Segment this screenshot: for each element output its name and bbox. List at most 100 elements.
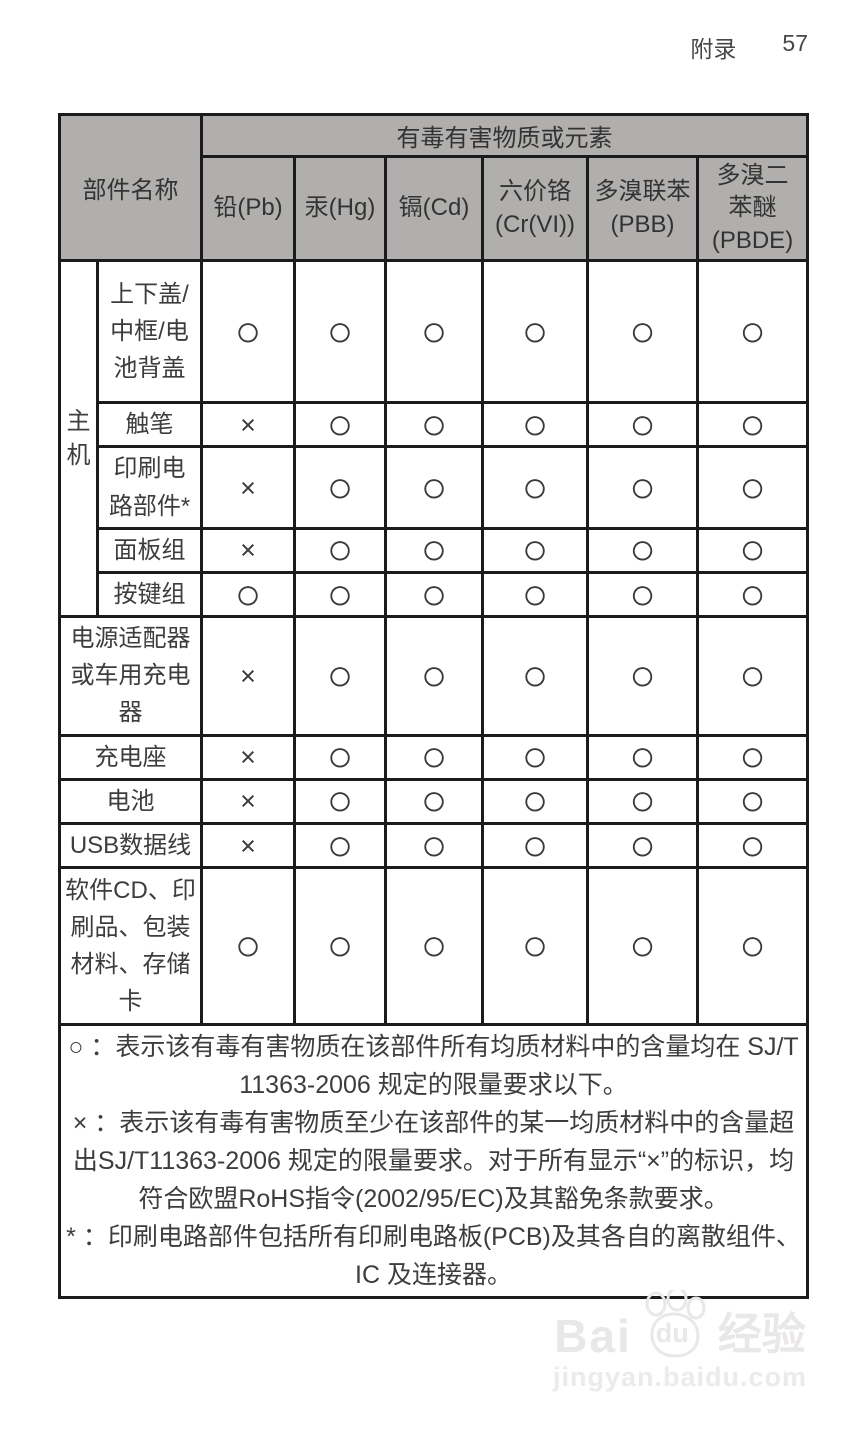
part-name-cell: 触笔 xyxy=(96,401,203,449)
substance-mark: ○ xyxy=(695,866,810,1027)
substance-mark: ○ xyxy=(586,822,699,870)
part-name-cell: USB数据线 xyxy=(58,822,203,870)
note-circle-meaning: ○ ：表示该有毒有害物质在该部件所有均质材料中的含量均在 SJ/T 11363-… xyxy=(68,1033,799,1100)
substance-mark: ○ xyxy=(695,822,810,870)
table-row: 充电座 × ○ ○ ○ ○ ○ xyxy=(58,733,810,781)
substance-mark: × xyxy=(200,445,296,530)
substance-mark: ○ xyxy=(293,615,387,737)
substance-mark: ○ xyxy=(695,777,810,826)
substance-mark: ○ xyxy=(586,526,699,574)
substance-mark: ○ xyxy=(293,445,387,530)
part-name-cell: 软件CD、印刷品、包装材料、存储卡 xyxy=(58,866,203,1027)
part-name-cell: 印刷电路部件* xyxy=(96,445,203,530)
substance-mark: ○ xyxy=(695,526,810,574)
substance-mark: ○ xyxy=(293,401,387,449)
substance-mark: ○ xyxy=(481,526,589,574)
substance-mark: ○ xyxy=(293,866,387,1027)
substance-mark: ○ xyxy=(695,570,810,619)
substance-mark: ○ xyxy=(586,259,699,405)
col-header-substances-group: 有毒有害物质或元素 xyxy=(199,113,810,158)
page-header: 附录 57 xyxy=(690,30,808,64)
substance-mark: ○ xyxy=(293,733,387,781)
table-row: 电池 × ○ ○ ○ ○ ○ xyxy=(58,777,810,826)
substance-mark: ○ xyxy=(200,866,296,1027)
substance-mark: ○ xyxy=(384,615,484,737)
part-name-cell: 充电座 xyxy=(58,733,203,781)
note-asterisk-meaning: * ：印刷电路部件包括所有印刷电路板(PCB)及其各自的离散组件、IC 及连接器… xyxy=(66,1223,801,1290)
substance-mark: ○ xyxy=(384,526,484,574)
substance-mark: ○ xyxy=(384,777,484,826)
header-row-group: 部件名称 有毒有害物质或元素 xyxy=(58,112,810,263)
substance-mark: ○ xyxy=(695,615,810,737)
substance-mark: ○ xyxy=(384,401,484,449)
substance-mark: ○ xyxy=(586,777,699,826)
watermark-url: jingyan.baidu.com xyxy=(552,1362,808,1392)
baidu-paw-icon: du xyxy=(632,1290,718,1358)
baidu-logo-text-bai: Bai xyxy=(554,1310,632,1362)
part-name-cell: 按键组 xyxy=(96,570,203,619)
legend-notes-cell: ○ ：表示该有毒有害物质在该部件所有均质材料中的含量均在 SJ/T 11363-… xyxy=(57,1023,810,1300)
substance-mark: × xyxy=(200,401,296,449)
table-row-notes: ○ ：表示该有毒有害物质在该部件所有均质材料中的含量均在 SJ/T 11363-… xyxy=(57,1023,810,1300)
rohs-substances-table: 部件名称 有毒有害物质或元素 铅(Pb) 汞(Hg) 镉(Cd) 六价铬 (Cr… xyxy=(57,112,810,1300)
substance-mark: ○ xyxy=(481,866,589,1027)
substance-mark: ○ xyxy=(200,259,296,405)
substance-mark: ○ xyxy=(695,401,810,449)
part-name-cell: 电池 xyxy=(58,777,203,826)
substance-mark: ○ xyxy=(586,733,699,781)
substance-mark: ○ xyxy=(481,777,589,826)
substance-mark: ○ xyxy=(695,259,810,405)
substance-mark: ○ xyxy=(293,526,387,574)
table-row: 主机 上下盖/中框/电池背盖 ○ ○ ○ ○ ○ ○ xyxy=(58,259,810,619)
substance-mark: ○ xyxy=(481,445,589,530)
baidu-jingyan-watermark: Bai du 经验 jingyan.baidu.com xyxy=(550,1290,810,1393)
substance-mark: × xyxy=(200,615,296,737)
substance-mark: ○ xyxy=(293,822,387,870)
main-unit-group-cell: 主机 xyxy=(58,259,99,619)
col-header-mercury: 汞(Hg) xyxy=(293,154,387,263)
baidu-logo-text-du: du xyxy=(655,1318,689,1348)
table-row: 软件CD、印刷品、包装材料、存储卡 ○ ○ ○ ○ ○ ○ xyxy=(58,866,810,1027)
col-header-pbb: 多溴联苯 (PBB) xyxy=(586,154,699,263)
substance-mark: ○ xyxy=(293,777,387,826)
substance-mark: ○ xyxy=(481,615,589,737)
substance-mark: ○ xyxy=(695,445,810,530)
substance-mark: × xyxy=(200,526,296,574)
substance-mark: ○ xyxy=(586,615,699,737)
substance-mark: × xyxy=(200,822,296,870)
substance-mark: ○ xyxy=(293,570,387,619)
substance-mark: ○ xyxy=(695,733,810,781)
substance-mark: × xyxy=(200,777,296,826)
substance-mark: ○ xyxy=(384,570,484,619)
substance-mark: ○ xyxy=(586,445,699,530)
substance-mark: ○ xyxy=(481,401,589,449)
appendix-label: 附录 xyxy=(690,36,737,62)
table-row: 按键组 ○ ○ ○ ○ ○ ○ xyxy=(60,570,810,619)
substance-mark: ○ xyxy=(200,570,296,619)
substance-mark: ○ xyxy=(384,733,484,781)
col-header-chromium: 六价铬 (Cr(VI)) xyxy=(481,154,589,263)
substance-mark: ○ xyxy=(481,822,589,870)
part-name-cell: 上下盖/中框/电池背盖 xyxy=(96,259,203,405)
substance-mark: ○ xyxy=(481,259,589,405)
table-row: 面板组 × ○ ○ ○ ○ ○ xyxy=(60,526,810,574)
substance-mark: ○ xyxy=(481,570,589,619)
substance-mark: ○ xyxy=(384,822,484,870)
substance-mark: ○ xyxy=(586,570,699,619)
substance-mark: × xyxy=(200,733,296,781)
baidu-jingyan-logo: Bai du 经验 xyxy=(550,1290,810,1362)
substance-mark: ○ xyxy=(586,866,699,1027)
substance-mark: ○ xyxy=(586,401,699,449)
substance-mark: ○ xyxy=(384,866,484,1027)
col-header-lead: 铅(Pb) xyxy=(200,154,296,263)
col-header-cadmium: 镉(Cd) xyxy=(384,154,484,263)
baidu-logo-text-jingyan: 经验 xyxy=(717,1310,806,1359)
table-row: 触笔 × ○ ○ ○ ○ ○ xyxy=(60,401,810,449)
table-row: 电源适配器或车用充电器 × ○ ○ ○ ○ ○ xyxy=(58,615,810,737)
substance-mark: ○ xyxy=(384,445,484,530)
page-number: 57 xyxy=(782,30,808,56)
header-row-columns: 铅(Pb) 汞(Hg) 镉(Cd) 六价铬 (Cr(VI)) 多溴联苯 (PBB… xyxy=(60,154,810,263)
substance-mark: ○ xyxy=(293,259,387,405)
col-header-pbde: 多溴二 苯醚 (PBDE) xyxy=(695,154,810,263)
